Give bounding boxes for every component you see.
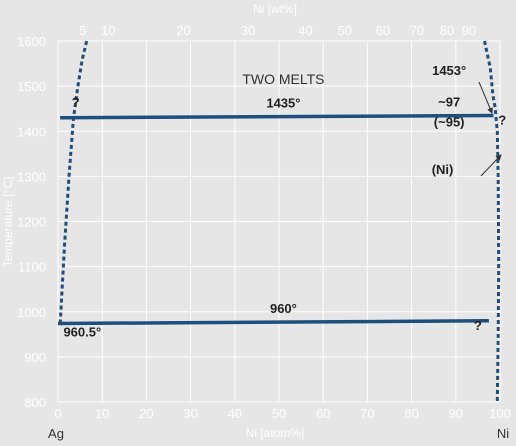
x2-tick-label: 70 [410, 23, 424, 38]
y-tick-label: 1500 [17, 79, 46, 94]
x-tick-label: 0 [54, 406, 61, 421]
boundary-line-2 [58, 40, 89, 324]
x2-tick-label: 80 [440, 23, 454, 38]
y-tick-label: 1600 [17, 34, 46, 49]
annotation-label: ? [498, 112, 506, 127]
annotation-label: ? [72, 94, 80, 109]
x-tick-label: 40 [228, 406, 242, 421]
y-tick-label: 1100 [18, 260, 46, 275]
x-tick-label: 70 [360, 406, 374, 421]
annotation-label: (~95) [434, 115, 465, 130]
x-end-label-left: Ag [48, 426, 64, 441]
x-end-label-right: Ni [497, 426, 509, 441]
x2-tick-label: 60 [376, 23, 390, 38]
annotation-label: 960° [270, 301, 297, 316]
data-series [57, 40, 501, 403]
y-tick-label: 1400 [17, 124, 46, 139]
annotation-label: TWO MELTS [242, 71, 324, 87]
x-tick-label: 100 [489, 406, 511, 421]
isotherm-line-1 [57, 319, 489, 326]
isotherm-line-0 [60, 113, 494, 120]
x-axis-title: Ni [atom%] [246, 426, 305, 440]
x2-tick-label: 40 [298, 23, 312, 38]
annotation-label: 960.5° [63, 325, 101, 340]
y-tick-label: 1300 [17, 169, 46, 184]
annotation-label: 1435° [266, 95, 300, 110]
x2-tick-label: 5 [79, 23, 86, 38]
x-tick-label: 10 [95, 406, 109, 421]
x2-tick-label: 30 [241, 23, 255, 38]
x2-tick-label: 10 [101, 23, 115, 38]
grid-lines [57, 40, 501, 403]
x-tick-label: 60 [316, 406, 330, 421]
boundary-line-3 [483, 40, 501, 403]
annotation-label: 1453° [432, 63, 466, 78]
y-tick-label: 1200 [17, 215, 46, 230]
x2-tick-label: 90 [462, 23, 476, 38]
y-axis-title: Temperature [°C] [1, 177, 15, 268]
x-tick-label: 80 [404, 406, 418, 421]
annotation-label: ~97 [438, 94, 460, 109]
y-tick-label: 800 [24, 395, 46, 410]
annotation-label: ? [474, 318, 482, 333]
x2-tick-label: 20 [176, 23, 190, 38]
x-tick-label: 30 [183, 406, 197, 421]
x-tick-label: 90 [449, 406, 463, 421]
x-tick-label: 50 [272, 406, 286, 421]
y-tick-label: 900 [24, 350, 46, 365]
x2-tick-label: 50 [338, 23, 352, 38]
annotation-arrow-1453 [478, 81, 493, 114]
annotation-arrow-ni [480, 154, 502, 177]
annotation-label: (Ni) [432, 162, 454, 177]
x2-axis-title: Ni [wt%] [253, 2, 297, 16]
tick-labels: 0 10 20 30 40 50 60 70 80 90 100 800 900 1000 1100 1200… [17, 23, 511, 421]
x-tick-label: 20 [139, 406, 153, 421]
annotations: TWO MELTS 1435°? 960° 960.5° 1453° ~97 (~95) ? (… [63, 63, 506, 340]
y-tick-label: 1000 [17, 305, 46, 320]
